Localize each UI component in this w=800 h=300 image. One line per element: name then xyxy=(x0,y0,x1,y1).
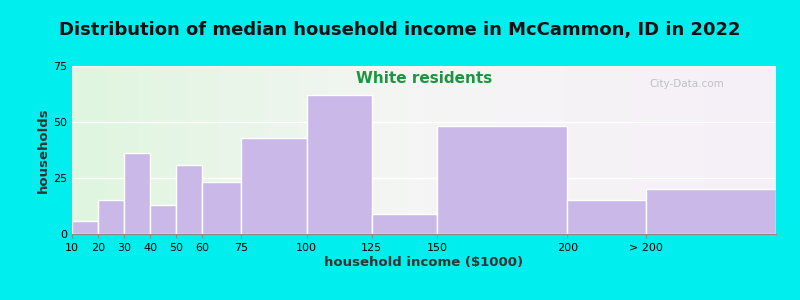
Text: White residents: White residents xyxy=(356,71,492,86)
Bar xyxy=(202,182,242,234)
Bar xyxy=(176,165,202,234)
Text: Distribution of median household income in McCammon, ID in 2022: Distribution of median household income … xyxy=(59,21,741,39)
Y-axis label: households: households xyxy=(38,107,50,193)
Bar xyxy=(372,214,437,234)
Bar xyxy=(242,138,306,234)
Bar xyxy=(98,200,124,234)
Bar xyxy=(437,127,567,234)
Text: City-Data.com: City-Data.com xyxy=(650,80,724,89)
Bar xyxy=(306,95,372,234)
Bar xyxy=(124,153,150,234)
Bar xyxy=(72,220,98,234)
X-axis label: household income ($1000): household income ($1000) xyxy=(325,256,523,269)
Bar xyxy=(567,200,646,234)
Bar xyxy=(646,189,776,234)
Bar xyxy=(150,205,176,234)
